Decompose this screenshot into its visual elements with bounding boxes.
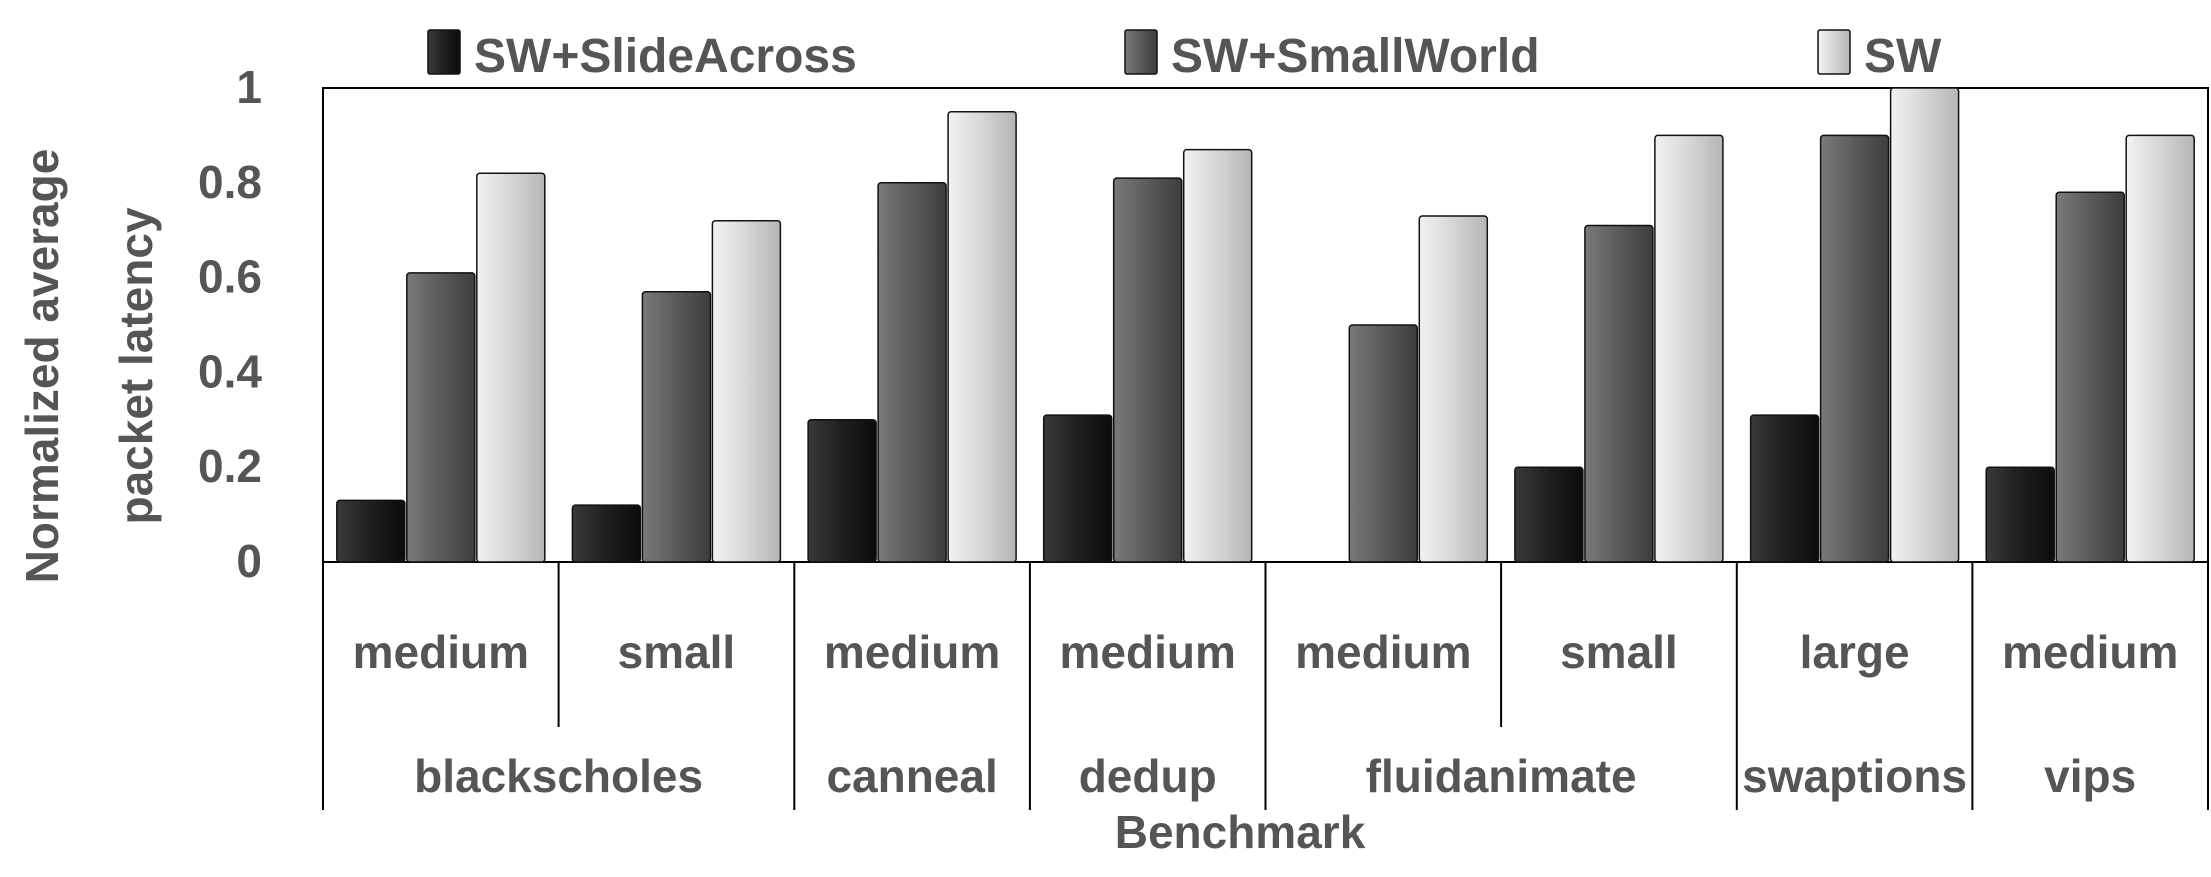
category-label: medium	[1295, 626, 1471, 678]
y-tick-label: 0.8	[198, 156, 262, 208]
group-label: swaptions	[1742, 750, 1967, 802]
category-label: medium	[2002, 626, 2178, 678]
bar-sw-2	[947, 110, 1017, 563]
bar-sw-slideacross-0	[336, 499, 406, 563]
bar-sw-4	[1418, 215, 1489, 563]
y-tick-label: 0	[236, 535, 262, 587]
y-axis-title-line-2: packet latency	[110, 207, 162, 524]
bar-sw-smallworld-6	[1819, 134, 1890, 563]
bar-sw-1	[711, 219, 782, 563]
legend-swatch	[1817, 29, 1851, 75]
bar-sw-slideacross-6	[1749, 414, 1820, 563]
group-label: dedup	[1079, 750, 1217, 802]
bar-sw-slideacross-1	[571, 504, 642, 563]
group-label: fluidanimate	[1366, 750, 1637, 802]
bar-sw-smallworld-1	[641, 291, 712, 563]
category-axis: medium small medium medium medium small large m…	[322, 562, 2209, 810]
bar-sw-0	[476, 172, 546, 563]
legend-swatch	[1124, 29, 1158, 75]
bar-sw-smallworld-5	[1584, 224, 1654, 563]
group-label: vips	[2044, 750, 2136, 802]
bar-sw-smallworld-0	[406, 272, 476, 563]
bar-sw-6	[1889, 87, 1960, 563]
y-tick-label: 0.2	[198, 440, 262, 492]
bar-sw-7	[2125, 134, 2195, 563]
bar-sw-slideacross-7	[1985, 466, 2055, 563]
legend-label: SW	[1864, 30, 1942, 83]
category-label: medium	[824, 626, 1000, 678]
legend-swatch	[427, 29, 461, 75]
bar-sw-slideacross-3	[1042, 414, 1113, 563]
x-axis-title: Benchmark	[1115, 806, 1366, 858]
group-label: blackscholes	[414, 750, 703, 802]
y-axis-title-line-1: Normalized average	[16, 149, 68, 584]
y-axis-ticks: 0 0.2 0.4 0.6 0.8 1	[198, 61, 262, 587]
y-axis-title: Normalized average packet latency	[16, 149, 162, 584]
category-label: medium	[1060, 626, 1236, 678]
bar-sw-smallworld-7	[2055, 191, 2125, 563]
category-label: small	[1560, 626, 1678, 678]
y-tick-label: 1	[236, 61, 262, 113]
bar-sw-slideacross-2	[807, 419, 877, 563]
y-tick-label: 0.4	[198, 345, 262, 397]
category-label: large	[1800, 626, 1910, 678]
legend-label: SW+SlideAcross	[474, 30, 857, 83]
bars	[336, 87, 2195, 563]
bar-sw-smallworld-3	[1112, 177, 1183, 563]
bar-sw-5	[1654, 134, 1724, 563]
legend-label: SW+SmallWorld	[1171, 30, 1540, 83]
bar-sw-3	[1182, 148, 1253, 563]
bar-sw-smallworld-4	[1348, 324, 1419, 563]
legend: SW+SlideAcross SW+SmallWorld SW	[427, 29, 1942, 83]
y-tick-label: 0.6	[198, 251, 262, 303]
category-label: medium	[353, 626, 529, 678]
category-label: small	[618, 626, 736, 678]
bar-sw-smallworld-2	[877, 182, 947, 563]
group-label: canneal	[826, 750, 997, 802]
bar-sw-slideacross-5	[1514, 466, 1584, 563]
